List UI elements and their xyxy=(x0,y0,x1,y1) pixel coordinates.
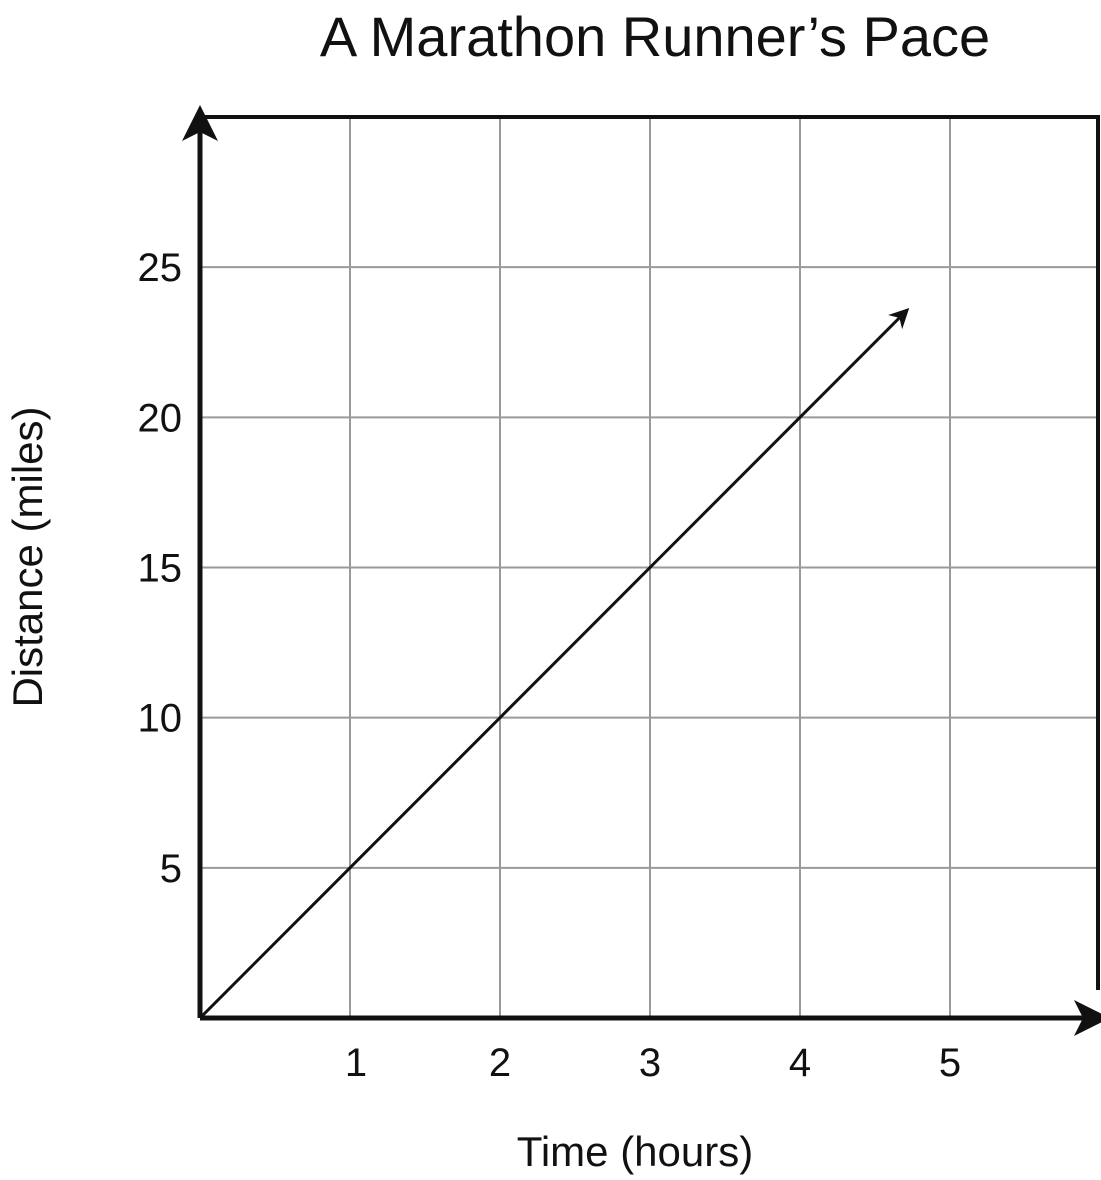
axes xyxy=(182,105,1101,1036)
series-line-0 xyxy=(198,307,910,1020)
chart-title: A Marathon Runner’s Pace xyxy=(320,5,990,68)
x-tick-label: 3 xyxy=(639,1041,661,1085)
x-tick-label: 5 xyxy=(939,1041,961,1085)
x-tick-label: 4 xyxy=(789,1041,811,1085)
y-tick-label: 25 xyxy=(138,246,183,290)
y-tick-label: 5 xyxy=(160,847,182,891)
y-axis-label: Distance (miles) xyxy=(4,406,51,707)
tick-labels: 1 2 3 4 5 5 10 15 20 25 xyxy=(138,246,962,1085)
series-layer xyxy=(198,307,910,1020)
y-tick-label: 10 xyxy=(138,697,183,741)
y-tick-label: 20 xyxy=(138,396,183,440)
y-tick-label: 15 xyxy=(138,547,183,591)
x-axis-label: Time (hours) xyxy=(517,1128,753,1175)
x-tick-label: 2 xyxy=(489,1041,511,1085)
x-tick-label: 1 xyxy=(345,1041,367,1085)
